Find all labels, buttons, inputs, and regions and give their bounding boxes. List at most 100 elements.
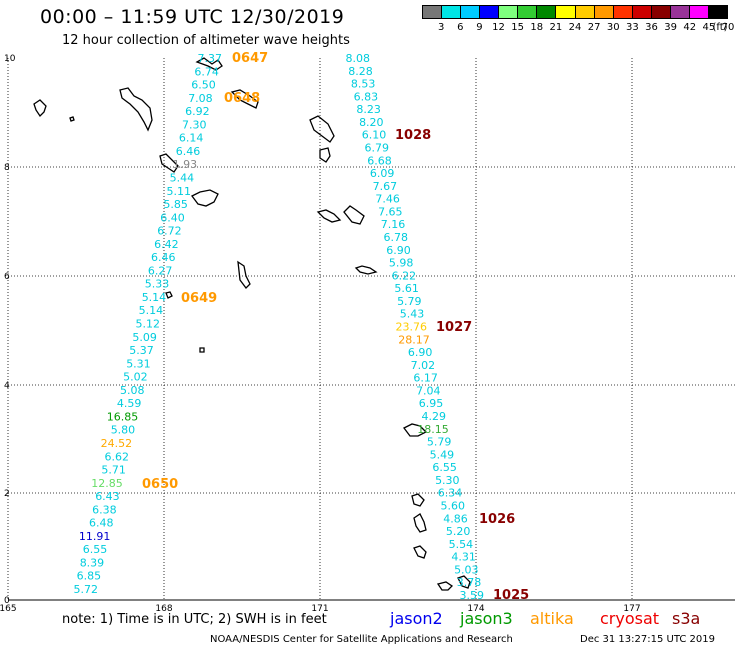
island-3 — [119, 87, 153, 132]
legend-label: 15 — [511, 22, 524, 33]
y-tick-label: 6 — [4, 272, 10, 282]
time-label: 0649 — [181, 291, 217, 306]
wave-height-value: 5.08 — [120, 384, 145, 397]
legend-swatch — [442, 6, 462, 18]
wave-height-value: 8.08 — [346, 52, 371, 65]
wave-height-value: 6.90 — [386, 244, 411, 257]
legend-label: 6 — [457, 22, 464, 33]
islands — [33, 57, 471, 591]
x-tick-label: 174 — [467, 604, 484, 614]
wave-height-value: 8.53 — [351, 78, 376, 91]
legend-label: 18 — [530, 22, 544, 33]
wave-height-value: 5.54 — [449, 538, 474, 551]
island-10 — [316, 209, 342, 223]
wave-height-value: 23.76 — [396, 321, 428, 334]
track-east: 8.088.288.536.838.238.206.106.796.686.09… — [346, 52, 530, 603]
wave-height-value: 8.20 — [359, 116, 384, 129]
wave-height-value: 6.27 — [148, 264, 173, 277]
wave-height-value: 6.46 — [151, 251, 176, 264]
satellite-label-altika: altika — [530, 609, 574, 628]
map-subtitle: 12 hour collection of altimeter wave hei… — [62, 33, 350, 48]
wave-height-value: 5.72 — [74, 583, 99, 596]
legend-swatch — [556, 6, 576, 18]
wave-height-value: 5.61 — [394, 282, 419, 295]
y-axis-labels: 10 8 6 4 2 0 — [4, 54, 16, 606]
wave-height-value: 7.46 — [375, 193, 400, 206]
wave-height-value: 5.44 — [170, 171, 195, 184]
wave-height-value: 6.46 — [176, 145, 201, 158]
legend-swatch — [461, 6, 481, 18]
wave-height-value: 5.31 — [126, 357, 151, 370]
legend-label: 24 — [568, 22, 582, 33]
wave-height-value: 6.85 — [77, 570, 102, 583]
island-5 — [230, 89, 259, 109]
wave-height-value: 18.15 — [417, 423, 449, 436]
wave-height-value: 6.95 — [419, 397, 444, 410]
legend-label: 21 — [549, 22, 563, 33]
wave-height-value: 28.17 — [398, 333, 430, 346]
y-tick-label: 8 — [4, 163, 10, 173]
wave-height-value: 6.17 — [413, 372, 438, 385]
wave-height-value: 5.02 — [123, 371, 148, 384]
wave-height-value: 6.83 — [354, 90, 379, 103]
legend-swatch — [670, 6, 690, 18]
legend-label: (ft) — [712, 22, 728, 33]
wave-height-value: 6.72 — [157, 225, 182, 238]
wave-height-value: 7.65 — [378, 205, 403, 218]
time-label: 0648 — [224, 91, 260, 106]
wave-height-value: 5.09 — [132, 331, 157, 344]
wave-height-value: 6.48 — [89, 517, 114, 530]
color-scale-legend — [422, 5, 728, 19]
track-west: 7.376.746.507.086.927.306.146.461.935.44… — [74, 51, 269, 596]
wave-height-value: 5.30 — [435, 474, 460, 487]
legend-label: 33 — [626, 22, 639, 33]
y-tick-label: 2 — [4, 489, 10, 499]
wave-height-value: 5.20 — [446, 525, 471, 538]
wave-height-value: 6.43 — [95, 490, 120, 503]
wave-height-value: 5.11 — [167, 185, 192, 198]
wave-height-value: 8.23 — [356, 103, 381, 116]
y-tick-label: 0 — [4, 596, 10, 606]
legend-label: 70 — [721, 22, 735, 33]
legend-swatch — [537, 6, 557, 18]
y-tick-label: 10 — [4, 54, 16, 64]
wave-height-value: 8.39 — [80, 556, 105, 569]
legend-swatch — [499, 6, 519, 18]
island-21 — [457, 575, 471, 589]
wave-height-value: 7.67 — [373, 180, 398, 193]
wave-height-value: 4.59 — [117, 397, 142, 410]
island-13 — [354, 265, 378, 275]
wave-height-value: 5.37 — [129, 344, 154, 357]
satellite-label-jason2: jason2 — [390, 609, 443, 628]
legend-swatch — [651, 6, 671, 18]
island-18 — [413, 513, 427, 533]
map-title: 00:00 – 11:59 UTC 12/30/2019 — [40, 6, 345, 28]
wave-height-value: 6.42 — [154, 238, 179, 251]
island-4 — [195, 57, 223, 71]
wave-height-value: 5.14 — [142, 291, 167, 304]
island-11 — [343, 205, 365, 225]
island-1 — [33, 99, 47, 118]
wave-height-value: 6.38 — [92, 503, 117, 516]
legend-label: 12 — [492, 22, 505, 33]
wave-height-value: 6.78 — [384, 231, 409, 244]
wave-height-value: 24.52 — [101, 437, 133, 450]
wave-height-value: 8.28 — [348, 65, 373, 78]
wave-height-value: 4.31 — [451, 551, 476, 564]
wave-height-value: 6.34 — [438, 487, 463, 500]
legend-swatch — [575, 6, 595, 18]
wave-height-value: 5.98 — [389, 257, 414, 270]
wave-height-value: 7.37 — [198, 52, 223, 65]
wave-height-value: 6.79 — [365, 142, 390, 155]
legend-swatch — [423, 6, 443, 18]
island-12 — [237, 260, 251, 289]
wave-height-value: 5.03 — [454, 563, 479, 576]
island-19 — [413, 545, 427, 559]
wave-height-value: 7.08 — [188, 92, 213, 105]
wave-height-value: 6.74 — [194, 65, 219, 78]
wave-height-value: 5.85 — [163, 198, 188, 211]
time-label: 1028 — [395, 128, 431, 143]
x-tick-label: 165 — [0, 604, 17, 614]
island-14 — [165, 291, 173, 299]
